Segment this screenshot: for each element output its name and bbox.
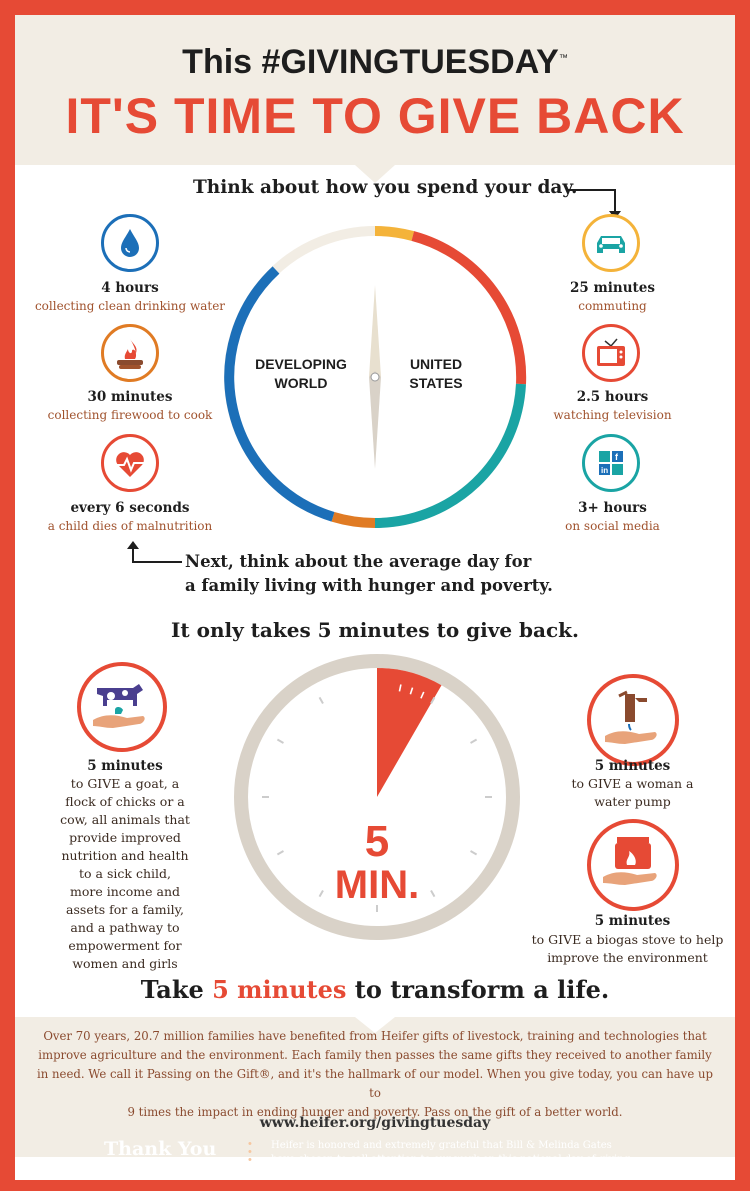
- call-to-action: Take 5 minutes to transform a life.: [140, 975, 610, 1004]
- television-desc: watching television: [553, 408, 672, 422]
- social-media-desc: on social media: [565, 519, 660, 533]
- firewood-time: 30 minutes: [87, 389, 173, 405]
- title-hashtag: #GIVINGTUESDAY: [261, 43, 559, 81]
- commuting-time: 25 minutes: [570, 280, 655, 296]
- car-icon: [582, 214, 640, 272]
- header-notch: [355, 165, 395, 183]
- water-drop-icon: [101, 214, 159, 272]
- cow-and-chicken-in-hand-icon: [77, 662, 167, 752]
- biogas-time: 5 minutes: [594, 913, 671, 929]
- gates-thanks-note: Heifer is honored and extremely grateful…: [271, 1140, 634, 1165]
- footer-band: [15, 1017, 735, 1157]
- timer-wedge: [377, 668, 442, 797]
- biogas-desc: to GIVE a biogas stove to help improve t…: [531, 932, 724, 965]
- clock-left-label: DEVELOPING WORLD: [255, 356, 347, 391]
- page-title: IT'S TIME TO GIVE BACK: [65, 88, 685, 144]
- title-this: This: [182, 43, 253, 81]
- giving-tuesday-title: This #GIVINGTUESDAY™: [15, 43, 735, 82]
- header-band: [15, 15, 735, 165]
- svg-text:in: in: [601, 466, 608, 475]
- clock-arc-orange: [331, 511, 376, 528]
- next-think-text: Next, think about the average day for a …: [185, 552, 553, 595]
- firewood-desc: collecting firewood to cook: [47, 408, 213, 422]
- clock-arc-teal: [374, 383, 526, 529]
- clock-right-label: UNITED STATES: [409, 356, 463, 391]
- malnutrition-time: every 6 seconds: [70, 500, 190, 516]
- commuting-desc: commuting: [578, 299, 647, 313]
- goat-desc: to GIVE a goat, a flock of chicks or a c…: [60, 776, 190, 971]
- svg-text:f: f: [615, 452, 619, 462]
- television-icon: [582, 324, 640, 382]
- social-media-time: 3+ hours: [578, 500, 647, 516]
- malnutrition-desc: a child dies of malnutrition: [47, 519, 213, 533]
- timer-value: 5: [364, 817, 390, 866]
- water-desc: collecting clean drinking water: [34, 299, 226, 313]
- section1-heading: Think about how you spend your day.: [193, 177, 578, 198]
- television-time: 2.5 hours: [576, 389, 649, 405]
- water-pump-time: 5 minutes: [594, 758, 671, 774]
- water-pump-desc: to GIVE a woman a water pump: [571, 776, 694, 809]
- footer-notch: [355, 1017, 395, 1033]
- separator-dots-icon: • • •: [248, 1138, 252, 1166]
- heifer-link[interactable]: www.heifer.org/givingtuesday: [259, 1115, 491, 1131]
- day-clock: [224, 226, 527, 529]
- clock-arc-blue: [224, 266, 335, 522]
- heartbeat-icon: [101, 434, 159, 492]
- next-arrow-icon: [127, 541, 182, 563]
- water-pump-icon: [587, 674, 679, 766]
- goat-time: 5 minutes: [87, 758, 163, 774]
- five-minute-timer: [234, 654, 520, 940]
- thank-you-label: Thank You: [104, 1138, 217, 1160]
- heifer-description: Over 70 years, 20.7 million families hav…: [37, 1029, 713, 1119]
- social-media-icon: in f: [582, 434, 640, 492]
- water-time: 4 hours: [101, 280, 159, 296]
- clock-arc-yellow: [374, 226, 415, 241]
- timer-unit: MIN.: [334, 863, 420, 907]
- section2-heading: It only takes 5 minutes to give back.: [171, 618, 579, 642]
- biogas-stove-icon: [587, 819, 679, 911]
- trademark-mark: ™: [558, 52, 568, 63]
- infographic-frame: This #GIVINGTUESDAY™ IT'S TIME TO GIVE B…: [15, 15, 735, 1180]
- clock-arc-red: [411, 231, 527, 385]
- firewood-icon: [101, 324, 159, 382]
